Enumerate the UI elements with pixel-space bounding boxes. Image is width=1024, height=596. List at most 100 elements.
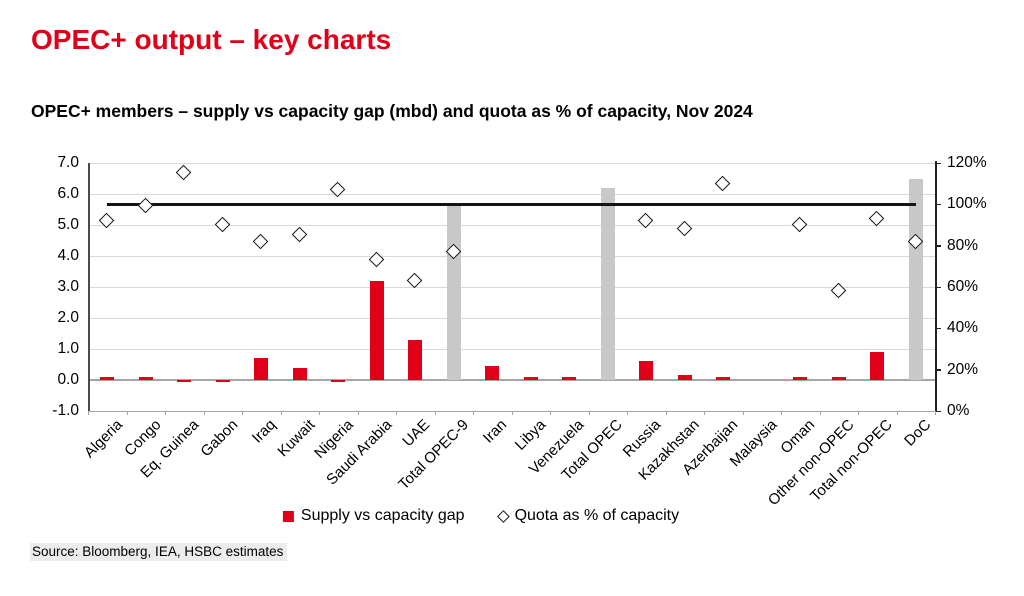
category-tick xyxy=(704,411,705,415)
bar-total-opec xyxy=(600,187,615,380)
left-axis-tick-label: 6.0 xyxy=(57,185,79,202)
right-axis-tick-label: 40% xyxy=(947,319,979,337)
bar-russia xyxy=(639,361,654,380)
right-axis-tick xyxy=(935,327,941,330)
bar-other-non-opec xyxy=(831,376,846,380)
right-axis-tick xyxy=(935,203,941,206)
left-axis-tick-label: -1.0 xyxy=(52,402,79,419)
reference-line-100pct xyxy=(107,203,916,206)
quota-diamond-kazakhstan xyxy=(676,220,693,237)
bar-saudi-arabia xyxy=(369,280,384,380)
right-axis-tick-label: 100% xyxy=(947,195,987,213)
legend-label-supply-gap: Supply vs capacity gap xyxy=(300,507,465,524)
gridline xyxy=(88,318,935,319)
gridline xyxy=(88,163,935,164)
gridline xyxy=(88,349,935,350)
right-axis-tick-label: 20% xyxy=(947,360,979,378)
quota-diamond-eq-guinea xyxy=(175,165,192,181)
category-tick xyxy=(126,411,128,415)
bar-iran xyxy=(485,366,500,380)
quota-diamond-iraq xyxy=(252,233,269,249)
x-axis-label-iran: Iran xyxy=(480,416,511,447)
category-tick xyxy=(935,411,936,415)
category-tick xyxy=(588,411,590,415)
x-axis-label-iraq: Iraq xyxy=(249,416,280,447)
right-axis-tick xyxy=(935,286,941,288)
category-tick xyxy=(434,411,436,415)
red-square-icon xyxy=(282,510,294,522)
right-axis-tick xyxy=(935,245,941,247)
diamond-icon xyxy=(496,509,510,523)
quota-diamond-azerbaijan xyxy=(714,175,731,191)
bar-azerbaijan xyxy=(716,376,731,380)
bar-kazakhstan xyxy=(677,375,692,380)
right-axis-tick-label: 120% xyxy=(947,154,987,171)
category-tick xyxy=(396,411,397,415)
quota-diamond-other-non-opec xyxy=(830,282,847,299)
x-axis-label-uae: UAE xyxy=(399,416,434,451)
gridline xyxy=(88,287,935,288)
gridline xyxy=(88,256,935,257)
chart-title: OPEC+ members – supply vs capacity gap (… xyxy=(31,101,753,121)
bar-algeria xyxy=(100,376,115,380)
legend-item-supply-gap: Supply vs capacity gap xyxy=(282,507,465,525)
page-title: OPEC+ output – key charts xyxy=(31,24,392,55)
quota-diamond-uae xyxy=(406,272,423,289)
category-tick xyxy=(742,411,744,415)
left-axis-line xyxy=(88,163,90,412)
bar-doc xyxy=(908,178,923,380)
right-axis-tick-label: 80% xyxy=(947,236,979,254)
category-tick xyxy=(473,411,474,415)
left-axis-tick-label: 3.0 xyxy=(57,278,79,295)
right-axis-tick xyxy=(935,410,941,412)
bar-libya xyxy=(523,376,538,380)
left-axis-tick-label: 7.0 xyxy=(57,154,79,171)
quota-diamond-gabon xyxy=(214,216,231,233)
legend-item-quota: Quota as % of capacity xyxy=(496,507,679,525)
category-tick xyxy=(819,411,821,415)
category-tick xyxy=(627,411,628,415)
category-tick xyxy=(88,411,89,415)
category-tick xyxy=(781,411,782,415)
category-tick xyxy=(511,411,513,415)
zero-gridline xyxy=(88,379,935,381)
right-axis-tick-label: 60% xyxy=(947,278,979,295)
left-axis-tick-label: 4.0 xyxy=(57,247,79,264)
chart-legend: Supply vs capacity gap Quota as % of cap… xyxy=(282,507,679,525)
quota-diamond-saudi-arabia xyxy=(368,251,385,268)
bar-iraq xyxy=(254,358,269,380)
bar-gabon xyxy=(215,380,230,382)
gridline xyxy=(88,194,935,195)
quota-diamond-total-non-opec xyxy=(868,210,885,227)
right-axis-tick xyxy=(935,162,941,164)
x-axis-label-algeria: Algeria xyxy=(80,416,126,462)
gridline xyxy=(88,225,935,226)
bar-kuwait xyxy=(292,367,307,380)
right-axis-tick-label: 0% xyxy=(947,402,970,419)
category-tick xyxy=(550,411,551,415)
category-tick xyxy=(242,411,243,415)
category-tick xyxy=(665,411,667,415)
x-axis-label-kuwait: Kuwait xyxy=(274,416,319,461)
x-axis-label-doc: DoC xyxy=(900,416,935,450)
quota-diamond-oman xyxy=(791,216,808,233)
right-axis-tick xyxy=(935,369,941,371)
left-axis-tick-label: 5.0 xyxy=(57,216,79,233)
quota-diamond-congo xyxy=(137,198,154,214)
category-tick xyxy=(280,411,282,415)
category-tick xyxy=(203,411,205,415)
category-tick xyxy=(319,411,320,415)
bar-oman xyxy=(793,376,808,380)
category-tick xyxy=(357,411,359,415)
quota-diamond-kuwait xyxy=(291,227,308,243)
category-tick xyxy=(896,411,898,415)
bar-eq-guinea xyxy=(177,380,192,382)
left-axis-tick-label: 1.0 xyxy=(57,340,79,357)
left-axis-tick-label: 0.0 xyxy=(57,371,79,388)
bar-total-non-opec xyxy=(870,352,885,380)
bar-uae xyxy=(408,339,423,380)
bar-venezuela xyxy=(562,376,577,380)
bar-total-opec-9 xyxy=(446,206,461,380)
source-note: Source: Bloomberg, IEA, HSBC estimates xyxy=(30,543,288,561)
